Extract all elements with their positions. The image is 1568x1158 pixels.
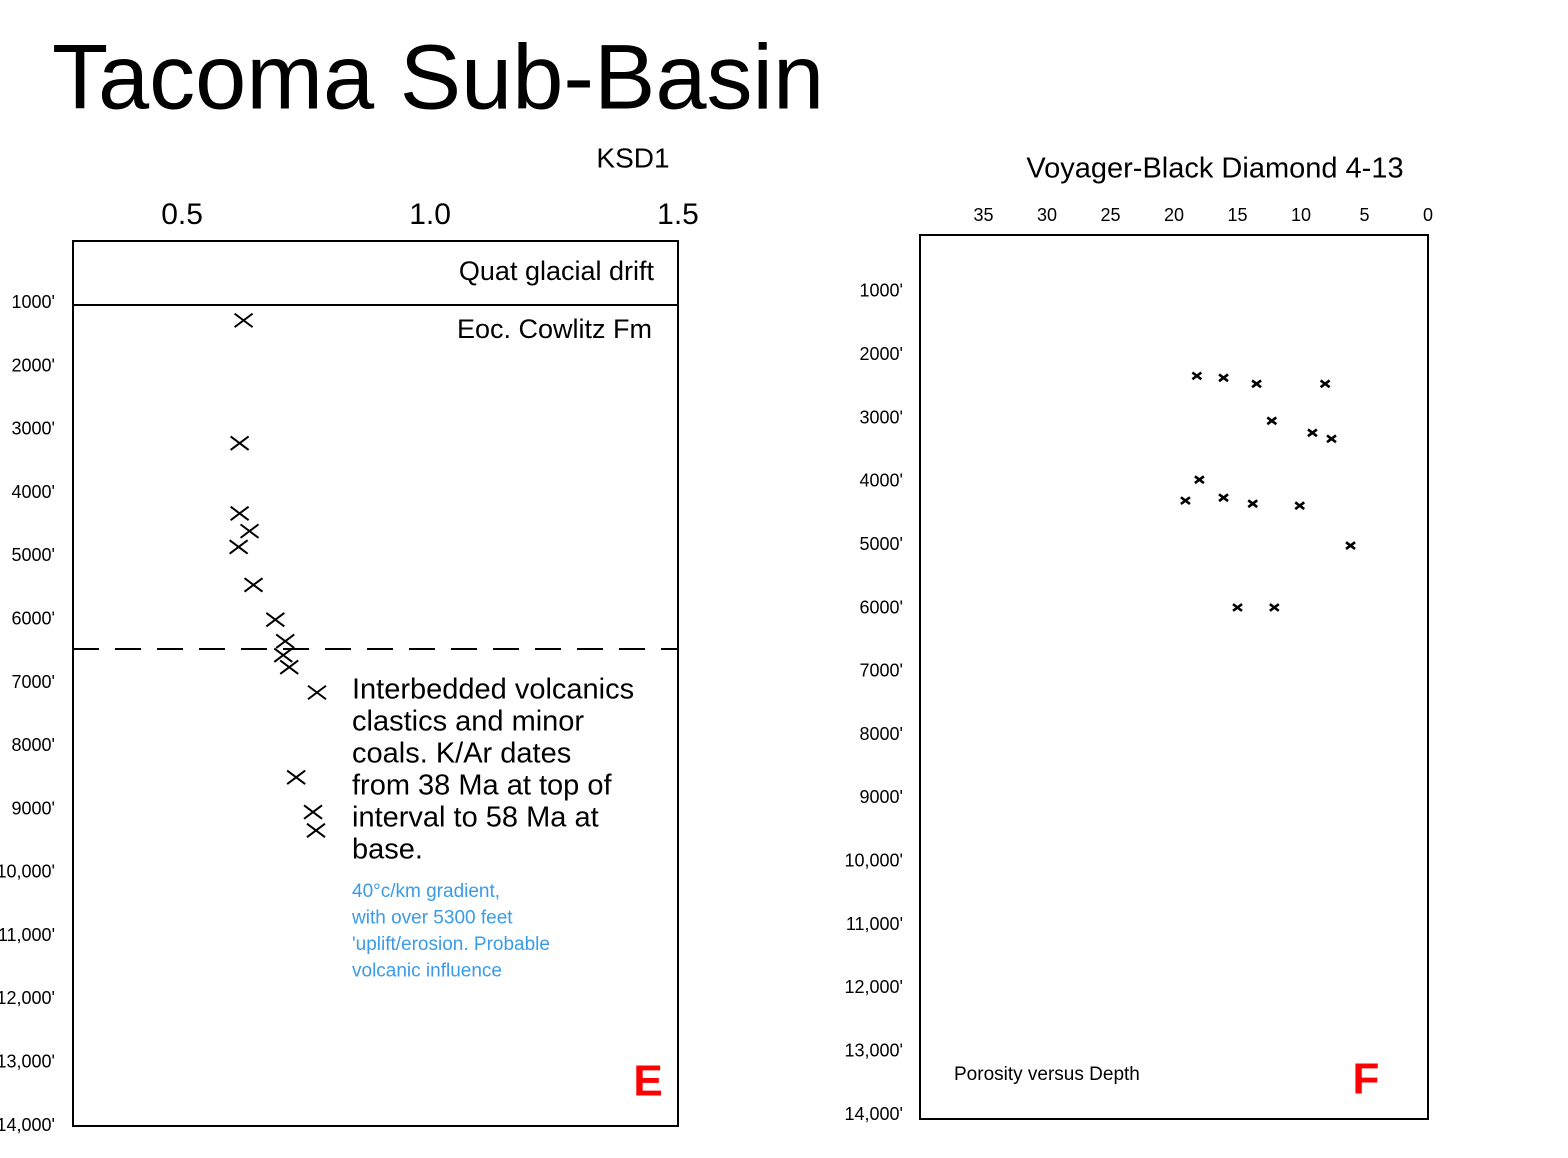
x-tick-label: 5 <box>1359 205 1369 225</box>
x-tick-label: 1.0 <box>409 198 451 231</box>
comment-line: 'uplift/erosion. Probable <box>352 934 550 955</box>
note-line: clastics and minor <box>352 706 584 738</box>
data-point <box>1232 603 1243 612</box>
data-point <box>1266 416 1278 426</box>
y-tick-label: 13,000' <box>845 1040 904 1060</box>
data-point <box>230 505 250 521</box>
y-tick-label: 14,000' <box>845 1104 904 1124</box>
data-point <box>243 577 264 593</box>
chart-title: KSD1 <box>596 142 669 173</box>
x-tick-label: 35 <box>973 205 993 225</box>
panel-label: F <box>1353 1055 1380 1104</box>
data-point <box>307 684 327 701</box>
data-point <box>239 523 260 539</box>
y-tick-label: 8000' <box>12 735 55 755</box>
data-point <box>286 769 306 785</box>
x-tick-label: 0 <box>1423 205 1433 225</box>
y-tick-label: 7000' <box>12 672 55 692</box>
y-tick-label: 6000' <box>12 608 55 628</box>
data-point <box>1269 603 1280 612</box>
y-tick-label: 4000' <box>12 482 55 502</box>
data-point <box>1294 501 1306 511</box>
y-tick-label: 2000' <box>12 355 55 375</box>
y-tick-label: 9000' <box>12 798 55 818</box>
y-tick-label: 3000' <box>860 407 903 427</box>
panel-label: E <box>633 1057 662 1106</box>
y-tick-label: 2000' <box>860 344 903 364</box>
data-point <box>1326 434 1337 444</box>
x-tick-label: 30 <box>1037 205 1057 225</box>
y-tick-label: 11,000' <box>846 914 903 934</box>
annotation: Eoc. Cowlitz Fm <box>457 314 652 344</box>
data-point <box>229 539 249 555</box>
y-tick-label: 12,000' <box>0 988 55 1008</box>
chart-title: Voyager-Black Diamond 4-13 <box>1026 153 1403 185</box>
slide-title: Tacoma Sub-Basin <box>52 26 824 128</box>
y-tick-label: 14,000' <box>0 1115 55 1135</box>
y-tick-label: 1000' <box>860 281 903 301</box>
data-point <box>1191 371 1203 381</box>
x-tick-label: 25 <box>1100 205 1120 225</box>
data-point <box>279 659 299 675</box>
annotation: Porosity versus Depth <box>954 1064 1140 1085</box>
x-tick-label: 20 <box>1164 205 1184 225</box>
y-tick-label: 5000' <box>12 545 55 565</box>
y-tick-label: 10,000' <box>845 851 904 871</box>
y-tick-label: 11,000' <box>0 925 55 945</box>
data-point <box>273 647 293 663</box>
x-tick-label: 0.5 <box>161 198 203 231</box>
x-tick-label: 10 <box>1291 205 1311 225</box>
data-point <box>1247 499 1259 509</box>
data-point <box>1218 493 1229 503</box>
y-tick-label: 5000' <box>860 534 903 554</box>
note-line: interval to 58 Ma at <box>352 802 599 834</box>
data-point <box>265 612 285 628</box>
plot-frame <box>919 234 1429 1120</box>
y-tick-label: 8000' <box>860 724 903 744</box>
annotation: Quat glacial drift <box>459 256 655 286</box>
comment-line: volcanic influence <box>352 961 502 982</box>
note-line: base. <box>352 834 423 866</box>
data-point <box>1319 379 1331 389</box>
comment-line: with over 5300 feet <box>351 908 513 929</box>
data-point <box>1307 428 1318 438</box>
plot-frame <box>72 240 679 1127</box>
data-point <box>1218 373 1229 383</box>
data-point <box>1194 475 1205 485</box>
y-tick-label: 3000' <box>12 419 55 439</box>
comment-line: 40°c/km gradient, <box>352 881 500 902</box>
y-tick-label: 4000' <box>860 471 903 491</box>
y-tick-label: 13,000' <box>0 1051 55 1071</box>
data-point <box>1345 541 1356 551</box>
note-line: from 38 Ma at top of <box>352 770 612 802</box>
data-point <box>233 312 254 328</box>
data-point <box>306 822 326 839</box>
data-point <box>275 633 295 649</box>
data-point <box>1251 379 1262 389</box>
y-tick-label: 7000' <box>860 661 903 681</box>
note-line: Interbedded volcanics <box>352 674 634 706</box>
note-line: coals. K/Ar dates <box>352 738 571 770</box>
data-point <box>303 804 323 820</box>
x-tick-label: 1.5 <box>657 198 699 231</box>
y-tick-label: 12,000' <box>845 977 904 997</box>
y-tick-label: 6000' <box>860 597 903 617</box>
y-tick-label: 1000' <box>12 292 55 312</box>
data-point <box>230 435 250 451</box>
y-tick-label: 10,000' <box>0 862 55 882</box>
x-tick-label: 15 <box>1227 205 1247 225</box>
y-tick-label: 9000' <box>860 787 903 807</box>
data-point <box>1180 496 1191 506</box>
